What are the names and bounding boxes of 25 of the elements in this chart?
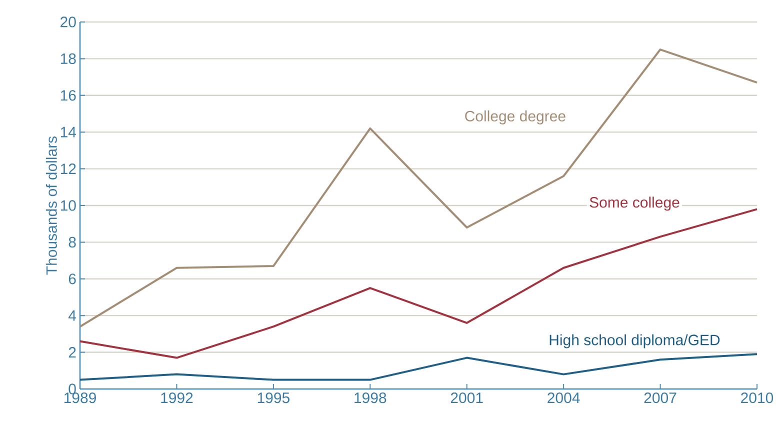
line-series bbox=[79, 353, 758, 381]
y-tick-label: 20 bbox=[60, 16, 76, 28]
y-tick-label: 4 bbox=[68, 310, 76, 321]
x-tick-label: 1989 bbox=[64, 392, 96, 404]
y-tick-label: 18 bbox=[60, 53, 76, 64]
series-label: High school diploma/GED bbox=[550, 334, 720, 348]
series-label: Some college bbox=[590, 196, 680, 211]
line-series bbox=[79, 48, 758, 328]
y-tick-label: 2 bbox=[68, 347, 76, 358]
y-tick-label: 12 bbox=[60, 164, 76, 174]
y-axis-title: Thousands of dollars bbox=[46, 136, 57, 275]
x-tick-label: 2001 bbox=[450, 392, 483, 404]
y-tick-label: 10 bbox=[60, 200, 76, 211]
x-tick-label: 1998 bbox=[354, 392, 386, 404]
y-tick-label: 16 bbox=[60, 90, 76, 101]
x-tick-label: 1995 bbox=[258, 392, 290, 404]
x-tick-label: 2010 bbox=[741, 392, 774, 404]
y-tick-label: 8 bbox=[68, 236, 76, 248]
x-tick-label: 2007 bbox=[644, 392, 676, 404]
y-tick-label: 0 bbox=[68, 384, 76, 394]
series-label: College degree bbox=[465, 110, 566, 124]
y-tick-label: 14 bbox=[60, 126, 76, 138]
x-tick-label: 1992 bbox=[161, 392, 193, 404]
y-tick-label: 6 bbox=[68, 274, 76, 284]
x-tick-label: 2004 bbox=[548, 392, 580, 404]
